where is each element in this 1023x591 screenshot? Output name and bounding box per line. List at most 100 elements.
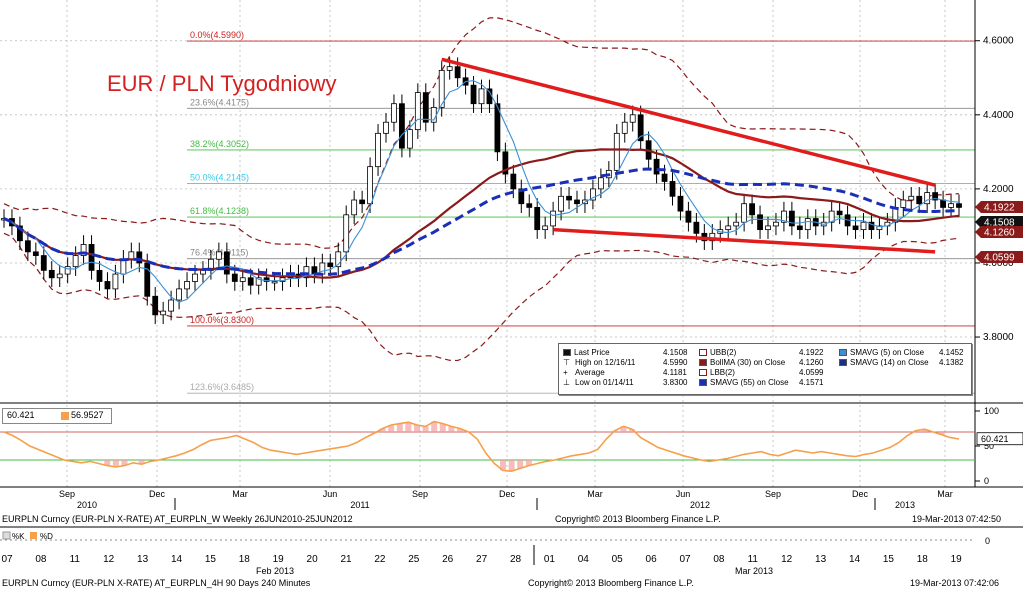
candle-body	[597, 177, 604, 190]
day-tick-label: 20	[307, 554, 319, 565]
candle-body	[239, 277, 246, 282]
candle-body	[804, 218, 811, 231]
legend-last-price: Last Price	[563, 348, 610, 358]
y-tick-label: 4.2000	[983, 184, 1014, 195]
day-tick-label: 28	[510, 554, 522, 565]
candle-body	[741, 203, 748, 223]
osc-bar	[379, 428, 386, 432]
candle-body	[414, 92, 421, 131]
osc-bar	[620, 426, 627, 432]
osc-bar	[629, 429, 636, 432]
candle-body	[566, 195, 572, 201]
trendlines	[441, 57, 936, 254]
candle-body	[733, 221, 740, 227]
grid-lines	[0, 0, 975, 487]
x-tick-label: Sep	[59, 489, 75, 499]
candle-body	[454, 66, 461, 79]
osc-bar	[112, 460, 119, 467]
candle-body	[359, 199, 366, 205]
day-tick-label: 12	[781, 554, 793, 565]
legend-label: High on 12/16/11	[575, 358, 636, 367]
x-tick-label: Mar	[937, 489, 953, 499]
day-tick-label: 26	[442, 554, 454, 565]
osc-tick-label: 100	[984, 406, 999, 416]
candle-body	[765, 225, 771, 231]
footer-timestamp-1: 19-Mar-2013 07:42:50	[912, 514, 1002, 524]
legend-label: LBB(2)	[710, 368, 735, 377]
candle-body	[319, 262, 326, 275]
candle-body	[828, 210, 835, 223]
candle-body	[956, 203, 962, 208]
legend-value: 4.5990	[663, 358, 688, 367]
candle-body	[335, 251, 342, 268]
candle-body	[56, 273, 63, 279]
sma14-swatch-icon	[839, 359, 847, 367]
oscillator-legend: 60.421 56.9527	[2, 408, 112, 424]
price-axis: 4.6000 4.4000 4.2000 4.0000 3.8000 4.1922 4.15…	[974, 0, 1023, 487]
legend-label: SMAVG (5) on Close	[850, 348, 925, 357]
candle-body	[932, 192, 939, 201]
day-tick-label: 13	[815, 554, 827, 565]
osc-value-label: 60.421	[981, 434, 1009, 444]
osc-bar	[921, 429, 928, 432]
day-tick-label: 21	[340, 554, 352, 565]
candle-body	[781, 210, 787, 223]
x-tick-label: Jun	[323, 489, 338, 499]
price-tag	[975, 251, 1023, 263]
candle-body	[255, 277, 262, 286]
osc-bar	[525, 460, 532, 466]
support-trendline	[553, 227, 936, 254]
candle-body	[510, 173, 517, 190]
candle-body	[375, 132, 381, 168]
oscillator-panel: 100 50 0 60.421	[0, 402, 1023, 486]
osc-bar	[456, 428, 463, 432]
legend-value: 4.0599	[799, 368, 824, 377]
fib-label: 50.0%(4.2145)	[190, 173, 249, 183]
candle-body	[757, 214, 763, 231]
day-tick-label: 15	[205, 554, 217, 565]
candle-body	[72, 255, 79, 268]
candle-body	[152, 295, 159, 316]
candle-body	[900, 199, 907, 208]
day-tick-label: 06	[646, 554, 658, 565]
day-tick-label: 13	[137, 554, 149, 565]
footer-copyright-1: Copyright© 2013 Bloomberg Finance L.P.	[555, 514, 721, 524]
footer-copyright-2: Copyright© 2013 Bloomberg Finance L.P.	[528, 578, 694, 588]
legend-label: SMAVG (14) on Close	[850, 358, 929, 367]
candlesticks	[1, 57, 962, 325]
day-tick-label: 04	[578, 554, 590, 565]
sma5-line	[3, 80, 960, 303]
candle-body	[223, 251, 230, 275]
candle-body	[796, 225, 803, 231]
candle-body	[40, 255, 47, 271]
candle-body	[534, 207, 541, 231]
day-tick-label: 27	[476, 554, 488, 565]
osc-bar	[138, 460, 145, 465]
x-year-label: 2012	[690, 500, 710, 510]
candle-body	[637, 114, 644, 142]
legend-value: 4.1452	[939, 348, 964, 357]
day-tick-label: 05	[612, 554, 624, 565]
x-tick-label: Sep	[765, 489, 781, 499]
candle-body	[940, 199, 946, 208]
price-tag-label: 4.0599	[984, 253, 1015, 264]
candle-body	[144, 262, 151, 297]
candle-body	[176, 288, 182, 301]
y-tick-label: 4.6000	[983, 36, 1014, 47]
price-tag-label: 4.1260	[984, 228, 1015, 239]
candle-body	[24, 240, 31, 253]
legend-high: ⊤ High on 12/16/11	[563, 358, 635, 368]
legend-sma14: SMAVG (14) on Close	[839, 358, 929, 368]
legend-ubb: UBB(2)	[699, 348, 736, 358]
price-tag-label: 4.1508	[984, 218, 1015, 229]
osc-bar	[938, 432, 945, 435]
fib-label: 23.6%(4.4175)	[190, 97, 249, 107]
x-tick-label: Dec	[499, 489, 516, 499]
candle-body	[693, 221, 700, 234]
day-tick-label: 22	[374, 554, 386, 565]
candle-body	[136, 251, 143, 264]
sma55-line	[3, 167, 960, 276]
candle-body	[661, 173, 668, 182]
mini-d-swatch	[30, 532, 37, 539]
